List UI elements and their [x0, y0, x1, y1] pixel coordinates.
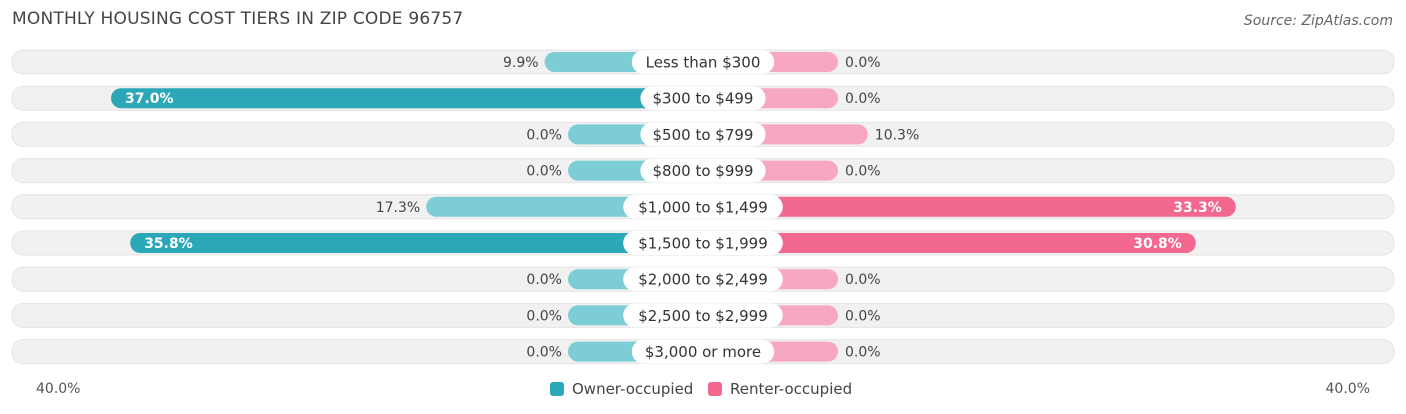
legend-swatch-renter — [708, 382, 722, 396]
legend: Owner-occupied Renter-occupied — [0, 380, 1406, 400]
renter-value-label: 10.3% — [875, 127, 919, 143]
diverging-bar-chart: Less than $300 9.9% 0.0% $300 to $499 37.0% 0… — [11, 49, 1395, 365]
category-label: $500 to $799 — [653, 126, 754, 144]
category-label-pill — [623, 303, 783, 328]
chart-title: MONTHLY HOUSING COST TIERS IN ZIP CODE 9… — [12, 9, 464, 29]
owner-value-label: 0.0% — [526, 345, 562, 361]
renter-value-label: 0.0% — [845, 345, 881, 361]
owner-value-label: 35.8% — [144, 236, 193, 252]
category-label: Less than $300 — [646, 54, 761, 72]
owner-value-label: 37.0% — [125, 91, 174, 107]
legend-label-owner: Owner-occupied — [572, 380, 694, 398]
owner-value-label: 0.0% — [526, 272, 562, 288]
renter-value-label: 33.3% — [1173, 200, 1222, 216]
category-label-pill — [623, 194, 783, 219]
axis-right-label: 40.0% — [1325, 381, 1370, 397]
renter-value-label: 0.0% — [845, 55, 881, 71]
source-credit: Source: ZipAtlas.com — [1243, 13, 1393, 29]
legend-swatch-owner — [550, 382, 564, 396]
renter-value-label: 0.0% — [845, 272, 881, 288]
legend-item-renter: Renter-occupied — [708, 380, 852, 398]
category-label-pill — [623, 231, 783, 255]
category-label-pill — [640, 86, 766, 111]
axis-left-label: 40.0% — [36, 381, 81, 397]
legend-label-renter: Renter-occupied — [730, 380, 853, 398]
owner-value-label: 0.0% — [526, 164, 562, 180]
owner-value-label: 9.9% — [503, 55, 539, 71]
category-label: $2,000 to $2,499 — [638, 271, 768, 289]
category-label-pill — [640, 122, 766, 147]
renter-bar — [703, 196, 1236, 217]
category-label-pill — [631, 339, 775, 364]
category-label-pill — [623, 267, 783, 292]
owner-value-label: 17.3% — [376, 200, 420, 216]
category-label-pill — [640, 158, 766, 183]
owner-bar — [130, 233, 703, 253]
owner-value-label: 0.0% — [526, 308, 562, 324]
category-label: $300 to $499 — [653, 90, 754, 108]
category-label: $3,000 or more — [645, 343, 761, 361]
owner-bar — [111, 88, 703, 109]
category-label: $2,500 to $2,999 — [638, 307, 768, 325]
category-label: $1,000 to $1,499 — [638, 198, 768, 216]
category-label: $1,500 to $1,999 — [638, 235, 768, 253]
renter-value-label: 0.0% — [845, 164, 881, 180]
renter-bar — [703, 233, 1196, 253]
renter-value-label: 0.0% — [845, 91, 881, 107]
owner-value-label: 0.0% — [526, 127, 562, 143]
category-label: $800 to $999 — [653, 162, 754, 180]
category-label-pill — [631, 50, 775, 74]
renter-value-label: 0.0% — [845, 308, 881, 324]
legend-item-owner: Owner-occupied — [550, 380, 693, 398]
renter-value-label: 30.8% — [1133, 236, 1182, 252]
